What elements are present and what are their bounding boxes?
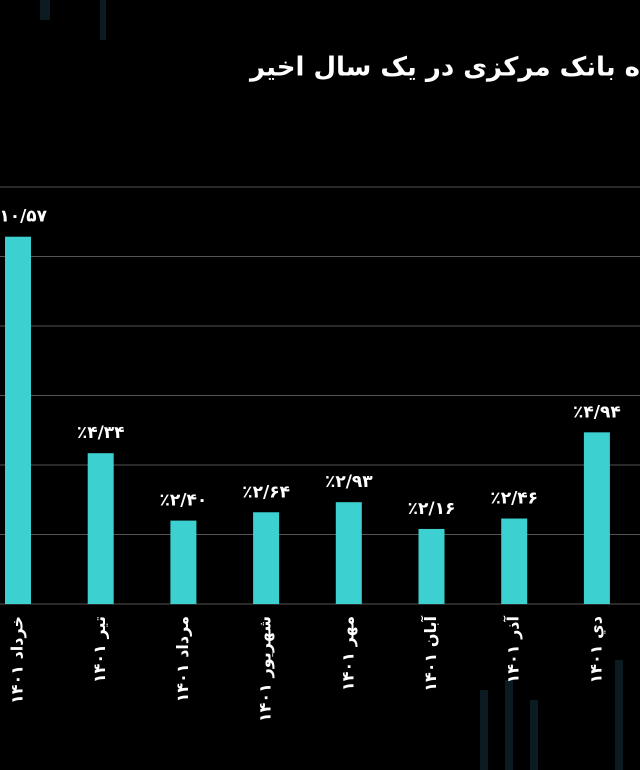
bar	[87, 453, 114, 604]
bar	[583, 432, 610, 604]
x-tick-label: تیر ۱۴۰۱	[90, 616, 109, 683]
value-label: ٪۴/۹۴	[573, 402, 621, 422]
value-label: ٪۲/۴۶	[490, 489, 538, 509]
value-label: ٪۴/۳۴	[77, 423, 125, 443]
value-label: ٪۲/۶۴	[242, 482, 290, 502]
x-tick-label: مهر ۱۴۰۱	[338, 616, 357, 691]
bar	[335, 502, 362, 604]
x-tick-label: خرداد ۱۴۰۱	[8, 616, 27, 704]
bar	[501, 518, 528, 604]
bar	[418, 528, 445, 604]
value-label: ٪۲/۱۶	[408, 499, 456, 519]
x-tick-label: آذر ۱۴۰۱	[503, 615, 523, 683]
x-tick-label: مرداد ۱۴۰۱	[173, 616, 192, 702]
chart-title: ه بانک مرکزی در یک سال اخیر	[248, 53, 640, 83]
x-tick-label: آبان ۱۴۰۱	[420, 615, 440, 691]
value-label: ٪۲/۹۳	[325, 472, 373, 492]
x-tick-label: دي ۱۴۰۱	[586, 616, 606, 684]
value-label: ٪۲/۴۰	[160, 491, 208, 511]
bar	[5, 236, 31, 604]
x-tick-label: شهریور ۱۴۰۱	[256, 616, 275, 722]
bar	[170, 520, 197, 604]
value-label: ٪۱۰/۵۷	[0, 207, 48, 227]
bar	[253, 512, 280, 604]
background-decor	[40, 0, 623, 770]
